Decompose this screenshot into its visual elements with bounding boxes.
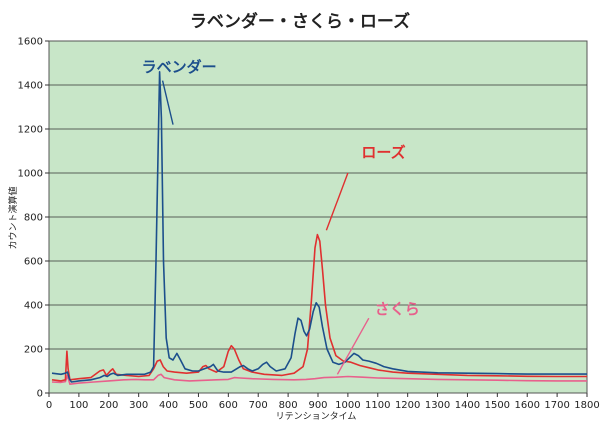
series-line — [51, 373, 587, 385]
annotation-label: さくら — [375, 300, 420, 318]
x-tick-label: 700 — [249, 400, 268, 411]
x-tick-label: 1700 — [544, 400, 569, 411]
x-tick-label: 600 — [219, 400, 238, 411]
y-tick-label: 200 — [24, 345, 43, 356]
x-tick-label: 900 — [308, 400, 327, 411]
y-tick-label: 600 — [24, 257, 43, 268]
annotation-line — [336, 317, 370, 375]
x-axis-label: リテンションタイム — [276, 411, 357, 422]
x-tick-label: 500 — [189, 400, 208, 411]
y-tick-label: 800 — [24, 213, 43, 224]
y-axis-label: カウント演算値 — [7, 186, 19, 249]
x-tick-label: 400 — [159, 400, 178, 411]
annotation-line — [161, 80, 174, 125]
y-tick-label: 1400 — [18, 81, 43, 92]
series-line — [51, 233, 587, 382]
y-tick-label: 1000 — [18, 169, 43, 180]
x-tick-label: 1200 — [395, 400, 420, 411]
y-tick-label: 0 — [37, 389, 43, 400]
x-tick-label: 1800 — [574, 400, 599, 411]
x-tick-label: 1100 — [365, 400, 390, 411]
annotation-label: ラベンダー — [142, 58, 217, 76]
x-tick-label: 0 — [46, 400, 52, 411]
x-tick-label: 1500 — [485, 400, 510, 411]
annotation-line — [325, 172, 349, 231]
annotation-label: ローズ — [361, 144, 405, 162]
series-lines — [51, 71, 587, 385]
y-tick-label: 1200 — [18, 125, 43, 136]
y-axis: 0 200 400 600 800 1000 1200 1400 1600 — [18, 37, 49, 400]
x-tick-label: 800 — [279, 400, 298, 411]
y-tick-label: 400 — [24, 301, 43, 312]
x-tick-label: 1600 — [514, 400, 539, 411]
grid-lines — [49, 84, 587, 350]
x-tick-label: 1300 — [425, 400, 450, 411]
y-tick-label: 1600 — [18, 37, 43, 48]
x-tick-label: 200 — [99, 400, 118, 411]
x-tick-label: 100 — [69, 400, 88, 411]
x-axis: 0 100 200 300 400 500 600 700 800 900 1000 1100 1200… — [46, 393, 600, 411]
x-tick-label: 1400 — [455, 400, 480, 411]
series-line — [51, 71, 587, 383]
x-tick-label: 1000 — [335, 400, 360, 411]
chart-title: ラベンダー・さくら・ローズ — [190, 11, 410, 32]
x-tick-label: 300 — [129, 400, 148, 411]
